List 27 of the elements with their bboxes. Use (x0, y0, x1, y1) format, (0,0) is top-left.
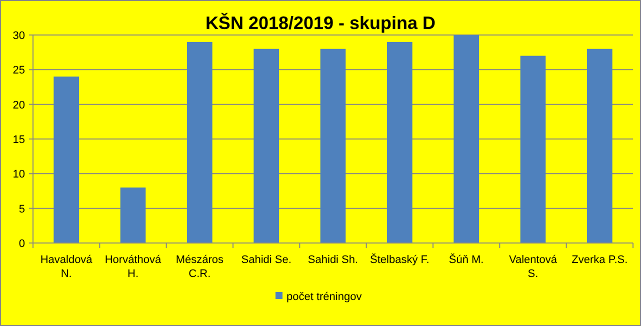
bar (454, 35, 479, 243)
x-tick-label: Štelbaský F. (370, 253, 430, 266)
bar (254, 48, 279, 243)
y-tick-label: 5 (18, 203, 25, 216)
x-tick-label: Horváthová H. (104, 254, 162, 280)
bar (320, 48, 346, 243)
bar (587, 48, 612, 243)
bar (187, 42, 212, 243)
x-tick-label: Zverka P.S. (572, 254, 628, 266)
y-tick-label: 25 (12, 64, 25, 77)
y-tick-label: 15 (12, 134, 25, 146)
bar (520, 56, 546, 243)
y-tick-label: 10 (12, 168, 25, 181)
x-tick-label: Mészáros C.R. (176, 254, 224, 280)
x-tick-label: Valentová S. (508, 254, 558, 280)
bar (54, 76, 79, 243)
bar (120, 188, 146, 243)
x-tick-label: Sahidi Sh. (308, 254, 358, 266)
legend-label: počet tréningov (286, 291, 362, 303)
chart-title: KŠN 2018/2019 - skupina D (205, 12, 436, 33)
x-tick-label: Šúň M. (448, 253, 484, 266)
x-tick-label: Sahidi Se. (241, 254, 292, 266)
y-tick-label: 30 (12, 30, 25, 42)
y-tick-label: 20 (12, 99, 25, 112)
bar (387, 42, 412, 243)
x-tick-label: Havaldová N. (40, 254, 94, 280)
y-tick-label: 0 (18, 238, 25, 250)
